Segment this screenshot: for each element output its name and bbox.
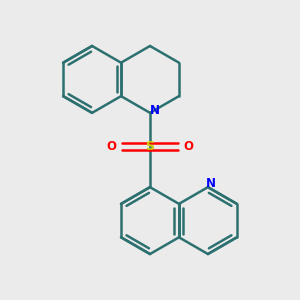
- Text: N: N: [149, 104, 160, 118]
- Text: O: O: [107, 140, 117, 153]
- Text: S: S: [146, 140, 154, 153]
- Text: N: N: [206, 177, 216, 190]
- Text: O: O: [183, 140, 193, 153]
